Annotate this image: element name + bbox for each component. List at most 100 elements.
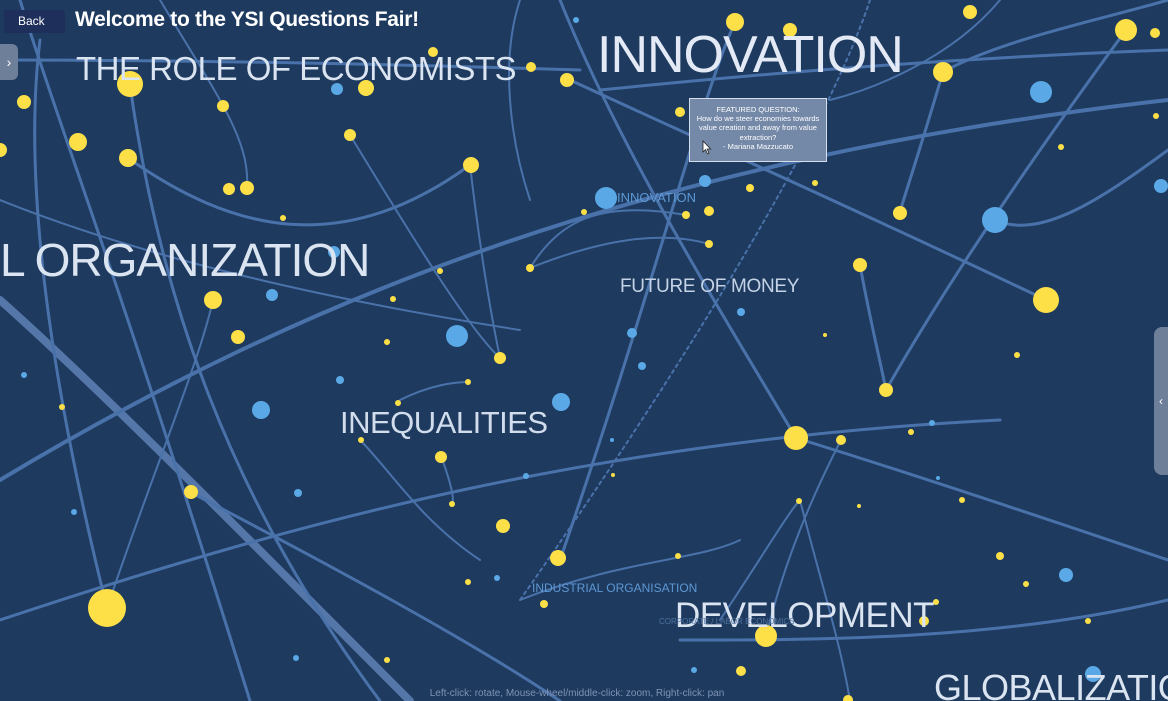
node[interactable] bbox=[21, 372, 27, 378]
node[interactable] bbox=[796, 498, 802, 504]
node[interactable] bbox=[358, 80, 374, 96]
node[interactable] bbox=[812, 180, 818, 186]
node[interactable] bbox=[119, 149, 137, 167]
node[interactable] bbox=[853, 258, 867, 272]
node[interactable] bbox=[1058, 144, 1064, 150]
node[interactable] bbox=[982, 207, 1008, 233]
topic-label-development[interactable]: DEVELOPMENT bbox=[675, 596, 935, 635]
node[interactable] bbox=[996, 552, 1004, 560]
node[interactable] bbox=[1154, 179, 1168, 193]
node[interactable] bbox=[428, 47, 438, 57]
node[interactable] bbox=[611, 473, 615, 477]
node[interactable] bbox=[117, 71, 143, 97]
node[interactable] bbox=[0, 143, 7, 157]
node[interactable] bbox=[336, 376, 344, 384]
node[interactable] bbox=[933, 62, 953, 82]
node[interactable] bbox=[705, 240, 713, 248]
node[interactable] bbox=[959, 497, 965, 503]
node[interactable] bbox=[560, 73, 574, 87]
node[interactable] bbox=[217, 100, 229, 112]
node[interactable] bbox=[736, 666, 746, 676]
node[interactable] bbox=[231, 330, 245, 344]
node[interactable] bbox=[893, 206, 907, 220]
node[interactable] bbox=[293, 655, 299, 661]
topic-label-globalization[interactable]: GLOBALIZATIO bbox=[934, 667, 1168, 701]
topic-label-innovation[interactable]: INNOVATION bbox=[597, 26, 904, 84]
node[interactable] bbox=[358, 437, 364, 443]
node[interactable] bbox=[437, 268, 443, 274]
back-button[interactable]: Back bbox=[4, 10, 65, 33]
node[interactable] bbox=[573, 17, 579, 23]
node[interactable] bbox=[784, 426, 808, 450]
node[interactable] bbox=[857, 504, 861, 508]
node[interactable] bbox=[737, 308, 745, 316]
node[interactable] bbox=[280, 215, 286, 221]
node[interactable] bbox=[59, 404, 65, 410]
node[interactable] bbox=[344, 129, 356, 141]
topic-label-industrial-organisation[interactable]: INDUSTRIAL ORGANISATION bbox=[532, 581, 697, 595]
node[interactable] bbox=[435, 451, 447, 463]
node[interactable] bbox=[526, 62, 536, 72]
node[interactable] bbox=[755, 625, 777, 647]
node[interactable] bbox=[1014, 352, 1020, 358]
topic-label-future-of-money[interactable]: FUTURE OF MONEY bbox=[620, 276, 800, 297]
node[interactable] bbox=[446, 325, 468, 347]
node[interactable] bbox=[1115, 19, 1137, 41]
topic-label-innovation-sub[interactable]: INNOVATION bbox=[617, 190, 696, 205]
node[interactable] bbox=[240, 181, 254, 195]
node[interactable] bbox=[294, 489, 302, 497]
topic-label-organization[interactable]: L ORGANIZATION bbox=[0, 234, 370, 286]
node[interactable] bbox=[184, 485, 198, 499]
node[interactable] bbox=[550, 550, 566, 566]
topic-label-inequalities[interactable]: INEQUALITIES bbox=[340, 405, 548, 440]
node[interactable] bbox=[726, 13, 744, 31]
node[interactable] bbox=[919, 616, 929, 626]
node[interactable] bbox=[823, 333, 827, 337]
node[interactable] bbox=[682, 211, 690, 219]
node[interactable] bbox=[71, 509, 77, 515]
featured-question-tooltip[interactable]: FEATURED QUESTION: How do we steer econo… bbox=[689, 98, 827, 162]
node[interactable] bbox=[463, 157, 479, 173]
node[interactable] bbox=[328, 246, 340, 258]
node[interactable] bbox=[526, 264, 534, 272]
node[interactable] bbox=[783, 23, 797, 37]
node[interactable] bbox=[1030, 81, 1052, 103]
node[interactable] bbox=[252, 401, 270, 419]
node[interactable] bbox=[1023, 581, 1029, 587]
node[interactable] bbox=[384, 339, 390, 345]
node[interactable] bbox=[496, 519, 510, 533]
node[interactable] bbox=[17, 95, 31, 109]
node[interactable] bbox=[595, 187, 617, 209]
node[interactable] bbox=[581, 209, 587, 215]
node[interactable] bbox=[523, 473, 529, 479]
node[interactable] bbox=[691, 667, 697, 673]
node[interactable] bbox=[704, 206, 714, 216]
node[interactable] bbox=[843, 695, 853, 701]
node[interactable] bbox=[223, 183, 235, 195]
node[interactable] bbox=[494, 352, 506, 364]
node[interactable] bbox=[929, 420, 935, 426]
node[interactable] bbox=[88, 589, 126, 627]
node[interactable] bbox=[699, 175, 711, 187]
topic-label-role-of-economists[interactable]: THE ROLE OF ECONOMISTS bbox=[76, 50, 517, 87]
node[interactable] bbox=[1085, 618, 1091, 624]
node[interactable] bbox=[540, 600, 548, 608]
node[interactable] bbox=[963, 5, 977, 19]
node[interactable] bbox=[675, 553, 681, 559]
node[interactable] bbox=[331, 83, 343, 95]
node[interactable] bbox=[494, 575, 500, 581]
node[interactable] bbox=[465, 579, 471, 585]
node[interactable] bbox=[627, 328, 637, 338]
node[interactable] bbox=[675, 107, 685, 117]
node[interactable] bbox=[908, 429, 914, 435]
node[interactable] bbox=[936, 476, 940, 480]
node[interactable] bbox=[1059, 568, 1073, 582]
node[interactable] bbox=[69, 133, 87, 151]
node[interactable] bbox=[395, 400, 401, 406]
node[interactable] bbox=[836, 435, 846, 445]
left-panel-toggle[interactable]: › bbox=[0, 44, 18, 80]
node[interactable] bbox=[465, 379, 471, 385]
node[interactable] bbox=[384, 657, 390, 663]
node[interactable] bbox=[1153, 113, 1159, 119]
